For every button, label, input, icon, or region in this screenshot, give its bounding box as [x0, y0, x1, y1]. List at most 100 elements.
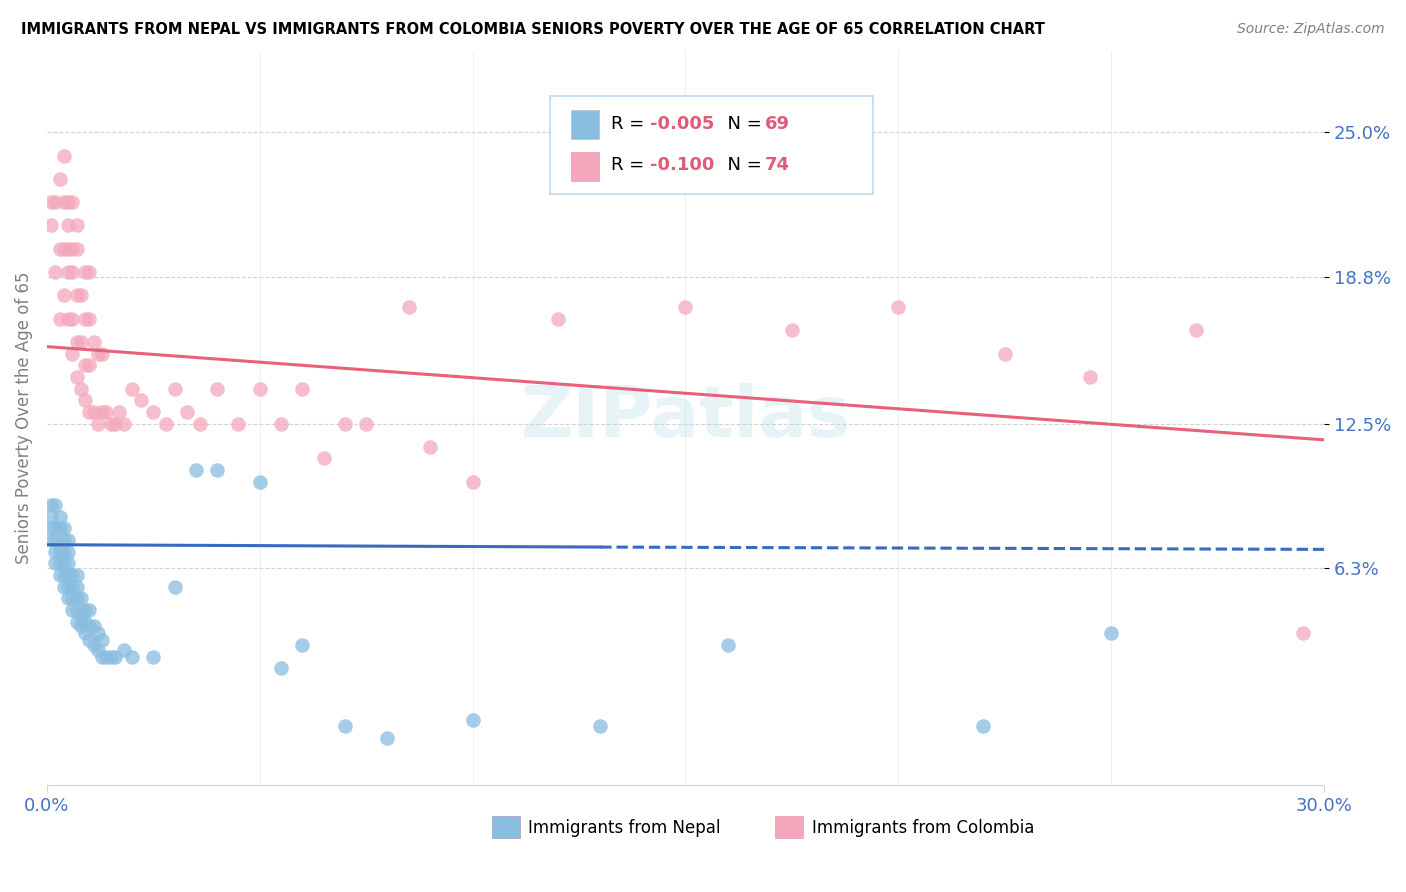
Point	[83, 334, 105, 349]
Point	[62, 591, 84, 606]
Point	[91, 405, 114, 419]
Point	[79, 265, 101, 279]
Point	[66, 568, 89, 582]
Point	[291, 382, 314, 396]
Text: R =: R =	[610, 115, 650, 133]
Point	[66, 615, 89, 629]
Point	[70, 607, 93, 622]
Point	[52, 242, 75, 256]
Point	[461, 713, 484, 727]
Point	[104, 649, 127, 664]
Point	[70, 334, 93, 349]
Point	[56, 545, 79, 559]
Point	[112, 417, 135, 431]
Point	[70, 288, 93, 302]
Point	[48, 521, 70, 535]
Point	[48, 545, 70, 559]
Point	[547, 311, 569, 326]
Point	[79, 359, 101, 373]
Point	[56, 195, 79, 210]
Point	[62, 311, 84, 326]
Point	[39, 521, 62, 535]
Point	[79, 619, 101, 633]
Point	[44, 521, 66, 535]
Point	[62, 265, 84, 279]
Point	[39, 195, 62, 210]
Point	[142, 405, 165, 419]
Point	[79, 311, 101, 326]
Point	[75, 311, 97, 326]
Point	[39, 533, 62, 547]
Point	[62, 195, 84, 210]
Point	[52, 195, 75, 210]
Point	[52, 148, 75, 162]
Point	[87, 626, 110, 640]
Text: 69: 69	[765, 115, 790, 133]
Point	[121, 649, 143, 664]
Point	[994, 346, 1017, 360]
Point	[91, 649, 114, 664]
Text: IMMIGRANTS FROM NEPAL VS IMMIGRANTS FROM COLOMBIA SENIORS POVERTY OVER THE AGE O: IMMIGRANTS FROM NEPAL VS IMMIGRANTS FROM…	[21, 22, 1045, 37]
Point	[163, 580, 186, 594]
Y-axis label: Seniors Poverty Over the Age of 65: Seniors Poverty Over the Age of 65	[15, 271, 32, 564]
Point	[83, 619, 105, 633]
Point	[62, 242, 84, 256]
Point	[48, 242, 70, 256]
Point	[48, 557, 70, 571]
Point	[52, 557, 75, 571]
Point	[66, 288, 89, 302]
Point	[56, 311, 79, 326]
Point	[333, 719, 356, 733]
Point	[176, 405, 198, 419]
Point	[79, 603, 101, 617]
Text: Immigrants from Colombia: Immigrants from Colombia	[811, 819, 1033, 837]
Point	[56, 557, 79, 571]
Point	[291, 638, 314, 652]
Point	[39, 509, 62, 524]
Point	[62, 580, 84, 594]
Point	[83, 638, 105, 652]
Point	[100, 417, 122, 431]
Point	[79, 633, 101, 648]
Point	[62, 568, 84, 582]
Point	[1099, 626, 1122, 640]
Point	[56, 580, 79, 594]
Point	[66, 603, 89, 617]
Text: ZIPatlas: ZIPatlas	[520, 384, 851, 452]
Point	[44, 545, 66, 559]
Point	[675, 300, 697, 314]
Point	[56, 265, 79, 279]
Point	[972, 719, 994, 733]
Point	[83, 405, 105, 419]
Point	[205, 463, 228, 477]
Point	[108, 405, 131, 419]
Point	[333, 417, 356, 431]
Point	[589, 719, 612, 733]
Text: Source: ZipAtlas.com: Source: ZipAtlas.com	[1237, 22, 1385, 37]
Point	[44, 265, 66, 279]
Point	[270, 417, 292, 431]
Text: R =: R =	[610, 156, 650, 174]
Point	[228, 417, 250, 431]
Point	[75, 359, 97, 373]
Point	[419, 440, 441, 454]
Point	[44, 195, 66, 210]
Point	[52, 545, 75, 559]
Point	[66, 219, 89, 233]
Text: -0.005: -0.005	[650, 115, 714, 133]
Point	[398, 300, 420, 314]
Point	[56, 533, 79, 547]
Point	[56, 242, 79, 256]
Point	[461, 475, 484, 489]
Point	[354, 417, 377, 431]
Point	[100, 649, 122, 664]
Point	[91, 633, 114, 648]
Point	[52, 568, 75, 582]
Point	[87, 642, 110, 657]
Point	[205, 382, 228, 396]
Point	[377, 731, 399, 746]
Point	[66, 334, 89, 349]
Point	[312, 451, 335, 466]
Point	[39, 498, 62, 512]
Point	[163, 382, 186, 396]
